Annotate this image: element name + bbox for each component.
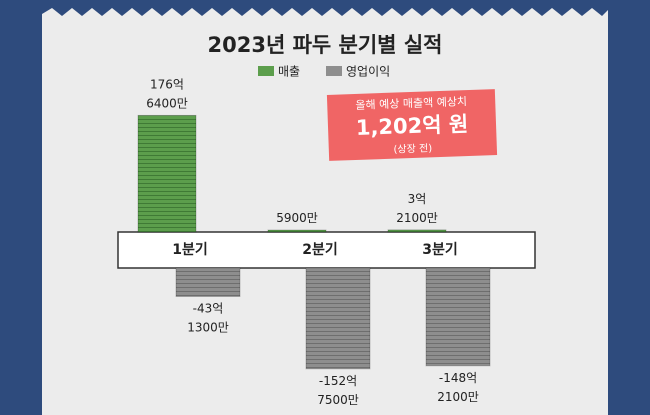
value-label: 176억 6400만 bbox=[146, 77, 188, 110]
callout-box bbox=[326, 89, 498, 161]
legend-label: 매출 bbox=[278, 65, 300, 79]
bar bbox=[387, 229, 447, 233]
bar bbox=[425, 267, 491, 367]
value-label-line: 6400만 bbox=[146, 96, 188, 110]
category-label: 3분기 bbox=[422, 242, 458, 258]
value-label: -152억 7500만 bbox=[317, 373, 359, 406]
value-label-line: -148억 bbox=[439, 370, 477, 384]
value-label-line: 176억 bbox=[150, 77, 184, 91]
callout: 올해 예상 매출액 예상치 1,202억 원 (상장 전) bbox=[326, 89, 498, 161]
legend-swatch bbox=[258, 66, 274, 76]
callout-note: (상장 전) bbox=[393, 142, 432, 155]
value-label-line: -152억 bbox=[319, 373, 357, 387]
legend-label: 영업이익 bbox=[346, 65, 390, 79]
value-label-line: 2100만 bbox=[437, 389, 479, 403]
value-label: 3억 2100만 bbox=[396, 191, 438, 224]
value-label-line: 3억 bbox=[408, 191, 427, 205]
callout-heading: 올해 예상 매출액 예상치 bbox=[355, 94, 467, 112]
value-label-line: 7500만 bbox=[317, 392, 359, 406]
value-label-line: 1300만 bbox=[187, 320, 229, 334]
legend-swatch bbox=[326, 66, 342, 76]
value-label-line: 2100만 bbox=[396, 210, 438, 224]
bar bbox=[305, 267, 371, 370]
bar bbox=[267, 229, 327, 233]
value-label-line: 5900만 bbox=[276, 211, 318, 225]
bar bbox=[137, 114, 197, 233]
legend: 매출 영업이익 bbox=[258, 65, 390, 79]
value-label: -148억 2100만 bbox=[437, 370, 479, 403]
value-label: 5900만 bbox=[276, 211, 318, 225]
callout-value: 1,202억 원 bbox=[355, 112, 468, 140]
value-label: -43억 1300만 bbox=[187, 301, 229, 334]
chart-title: 2023년 파두 분기별 실적 bbox=[208, 33, 443, 57]
bar bbox=[175, 267, 241, 297]
category-band bbox=[117, 231, 536, 269]
category-label: 1분기 bbox=[172, 242, 208, 258]
value-label-line: -43억 bbox=[193, 301, 224, 315]
category-label: 2분기 bbox=[302, 242, 338, 258]
